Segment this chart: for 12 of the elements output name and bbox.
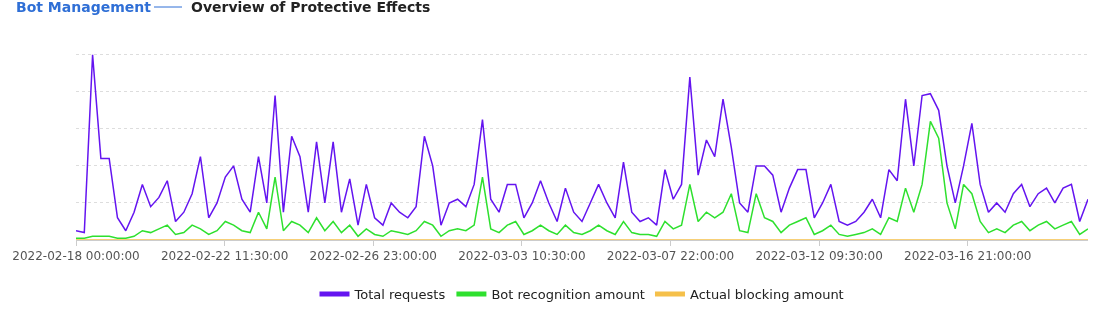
x-tick-label: 2022-02-22 11:30:00 xyxy=(160,249,289,264)
x-tick-label: 2022-02-26 23:00:00 xyxy=(309,249,437,264)
chart-title: Bot Management xyxy=(16,0,152,15)
legend-label: Total requests xyxy=(353,287,446,303)
legend-label: Actual blocking amount xyxy=(689,287,844,303)
x-tick-label: 2022-03-12 09:30:00 xyxy=(755,249,883,264)
chart-subtitle: Overview of Protective Effects xyxy=(191,0,431,15)
x-tick-label: 2022-03-07 22:00:00 xyxy=(606,249,735,264)
x-tick-label: 2022-03-16 21:00:00 xyxy=(903,249,1032,264)
x-tick-label: 2022-03-03 10:30:00 xyxy=(458,249,586,264)
legend-label: Bot recognition amount xyxy=(491,287,645,303)
x-tick-label: 2022-02-18 00:00:00 xyxy=(12,249,140,264)
